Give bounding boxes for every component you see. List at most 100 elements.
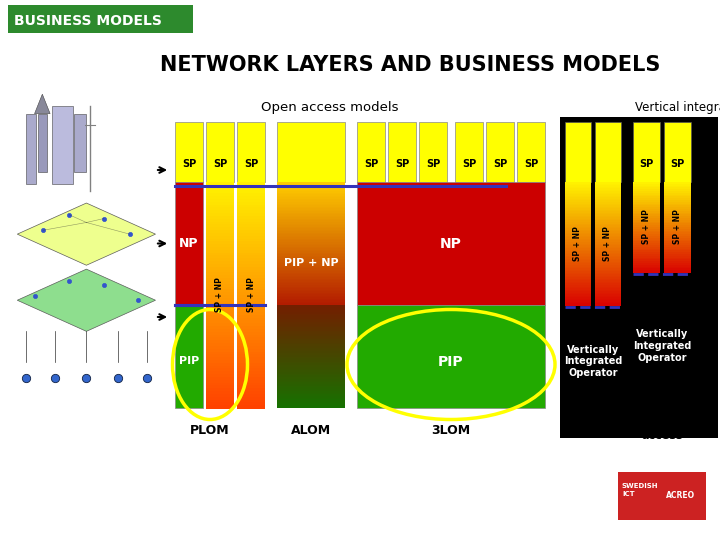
Bar <box>664 213 691 215</box>
Bar <box>237 247 265 251</box>
Bar <box>595 279 621 281</box>
Bar <box>633 247 660 249</box>
Bar <box>595 276 621 278</box>
Bar <box>595 219 621 221</box>
Bar <box>277 379 345 381</box>
Bar <box>237 241 265 245</box>
Bar <box>565 300 591 302</box>
Bar <box>237 185 265 188</box>
Bar <box>277 198 345 199</box>
Bar <box>595 204 621 206</box>
Bar <box>633 193 660 195</box>
Bar <box>277 381 345 383</box>
Bar <box>595 200 621 202</box>
Bar <box>277 208 345 210</box>
Bar <box>633 224 660 226</box>
Bar <box>662 472 706 520</box>
Bar <box>277 191 345 193</box>
Bar <box>595 207 621 208</box>
Text: ACREO: ACREO <box>666 491 695 501</box>
Bar <box>664 247 691 249</box>
Bar <box>206 343 234 346</box>
Bar <box>565 299 591 301</box>
Bar <box>565 190 591 192</box>
Bar <box>565 269 591 272</box>
Bar <box>277 367 345 369</box>
Bar <box>565 193 591 195</box>
Bar <box>595 253 621 255</box>
Bar <box>277 319 345 321</box>
Bar <box>277 214 345 217</box>
Bar <box>206 323 234 327</box>
Bar <box>277 202 345 204</box>
Bar <box>206 267 234 270</box>
Bar <box>237 289 265 293</box>
Bar <box>664 209 691 211</box>
Bar <box>565 245 591 247</box>
Bar <box>237 338 265 341</box>
Text: SP + NP: SP + NP <box>246 278 256 313</box>
Bar <box>565 234 591 237</box>
Bar <box>206 405 234 408</box>
Bar <box>237 312 265 315</box>
Bar <box>277 393 345 395</box>
Bar <box>565 227 591 228</box>
Bar <box>565 200 591 202</box>
Bar <box>595 298 621 299</box>
Bar <box>277 396 345 398</box>
Bar <box>277 299 345 301</box>
Bar <box>206 363 234 366</box>
Bar <box>277 397 345 400</box>
Bar <box>664 241 691 244</box>
Bar <box>206 391 234 394</box>
Text: PIP + NP: PIP + NP <box>284 259 338 268</box>
Bar <box>277 193 345 195</box>
Bar <box>277 375 345 377</box>
Bar <box>277 300 345 302</box>
Text: SP: SP <box>524 159 538 169</box>
Bar <box>277 205 345 207</box>
Bar <box>237 394 265 397</box>
Bar <box>595 299 621 301</box>
Bar <box>206 292 234 295</box>
Bar <box>664 248 691 251</box>
Text: NETWORK LAYERS AND BUSINESS MODELS: NETWORK LAYERS AND BUSINESS MODELS <box>160 55 660 75</box>
Bar <box>237 235 265 239</box>
Bar <box>206 303 234 307</box>
Bar <box>633 211 660 213</box>
Text: BUSINESS MODELS: BUSINESS MODELS <box>14 14 162 28</box>
Bar <box>206 295 234 298</box>
Bar <box>237 372 265 375</box>
Bar <box>565 187 591 188</box>
Bar <box>565 273 591 275</box>
Bar <box>565 284 591 286</box>
Bar <box>206 338 234 341</box>
Bar <box>595 184 621 186</box>
Bar <box>277 365 345 367</box>
Bar <box>633 231 660 233</box>
Bar <box>206 210 234 214</box>
Bar <box>565 244 591 246</box>
Bar <box>277 314 345 316</box>
Bar <box>277 244 345 246</box>
Bar <box>595 190 621 192</box>
Bar <box>206 269 234 273</box>
Bar <box>595 228 621 230</box>
Bar <box>595 234 621 237</box>
Bar <box>664 211 691 213</box>
Bar <box>277 236 345 238</box>
Bar <box>565 218 591 219</box>
Bar <box>565 185 591 187</box>
Bar <box>277 308 345 310</box>
Bar <box>595 262 621 264</box>
Bar <box>595 198 621 199</box>
Bar <box>277 219 345 221</box>
Bar <box>595 264 621 266</box>
Bar <box>565 294 591 296</box>
Bar <box>565 254 591 256</box>
Bar <box>633 259 660 262</box>
Bar <box>664 204 691 206</box>
Bar <box>277 253 345 255</box>
Text: SP + NP: SP + NP <box>215 278 225 313</box>
Bar <box>237 258 265 261</box>
